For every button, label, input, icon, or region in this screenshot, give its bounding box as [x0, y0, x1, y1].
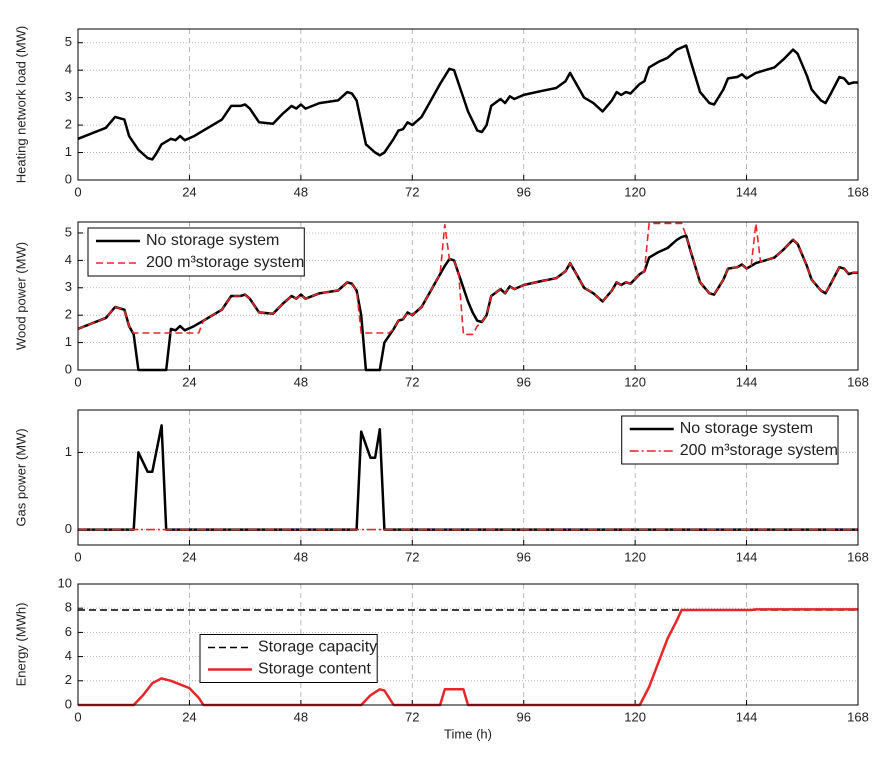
x-tick-label: 96	[516, 709, 530, 724]
legend: Storage capacity Storage content	[199, 634, 378, 683]
series-line	[77, 222, 858, 336]
y-tick-label: 0	[65, 696, 72, 711]
x-tick-label: 72	[405, 709, 419, 724]
panel: 0 24 48 72 96 120 144 168 0 1 2 3 4 5 Heating network …	[13, 26, 868, 200]
plot-frame	[77, 409, 859, 546]
y-tick-label: 1	[65, 444, 72, 459]
y-tick-label: 0	[65, 521, 72, 536]
y-tick-label: 10	[58, 575, 72, 590]
y-tick-label: 5	[65, 34, 72, 49]
x-tick-label: 48	[294, 549, 308, 564]
x-tick-label: 72	[405, 184, 419, 199]
x-tick-label: 0	[74, 374, 81, 389]
plot-frame	[77, 221, 859, 371]
y-axis-label: Heating network load (MW)	[13, 26, 28, 184]
y-axis-label: Wood power (MW)	[13, 242, 28, 350]
series-line	[78, 608, 858, 707]
x-tick-label: 168	[847, 549, 869, 564]
plot-frame	[77, 583, 859, 706]
legend-box	[621, 415, 839, 465]
legend-label: Storage content	[258, 661, 372, 678]
x-tick-label: 24	[182, 709, 196, 724]
panel: 0 24 48 72 96 120 144 168 0 1 Gas power (MW) No sto…	[13, 409, 869, 564]
panel: 0 24 48 72 96 120 144 168 0 1 2 3 4 5 Wood power (MW) N…	[13, 221, 869, 389]
x-tick-label: 96	[516, 184, 530, 199]
x-tick-label: 168	[847, 184, 869, 199]
y-tick-label: 3	[65, 279, 72, 294]
y-tick-label: 1	[65, 334, 72, 349]
y-tick-label: 1	[65, 144, 72, 159]
x-tick-label: 24	[182, 184, 196, 199]
plot-frame	[77, 28, 859, 181]
y-tick-label: 6	[65, 624, 72, 639]
x-tick-label: 144	[736, 709, 758, 724]
legend: No storage system 200 m³storage system	[621, 415, 839, 465]
x-tick-label: 0	[74, 184, 81, 199]
y-tick-label: 2	[65, 307, 72, 322]
y-tick-label: 4	[65, 62, 72, 77]
x-tick-label: 0	[74, 709, 81, 724]
x-tick-label: 120	[624, 374, 646, 389]
x-tick-label: 144	[736, 184, 758, 199]
y-tick-label: 8	[65, 600, 72, 615]
x-tick-label: 168	[847, 709, 869, 724]
x-tick-label: 120	[624, 549, 646, 564]
legend-label: No storage system	[146, 232, 279, 249]
x-axis-label: Time (h)	[444, 726, 492, 741]
y-tick-label: 0	[65, 171, 72, 186]
y-tick-label: 3	[65, 89, 72, 104]
x-tick-label: 96	[516, 549, 530, 564]
x-tick-label: 72	[405, 549, 419, 564]
y-tick-label: 2	[65, 672, 72, 687]
legend-label: 200 m³storage system	[146, 254, 304, 271]
y-tick-label: 5	[65, 224, 72, 239]
x-tick-label: 24	[182, 549, 196, 564]
legend-box	[199, 634, 378, 683]
y-axis-label: Energy (MWh)	[13, 603, 28, 687]
x-tick-label: 144	[736, 549, 758, 564]
x-tick-label: 120	[624, 184, 646, 199]
y-tick-label: 0	[65, 361, 72, 376]
x-tick-label: 120	[624, 709, 646, 724]
x-tick-label: 48	[294, 709, 308, 724]
x-tick-label: 0	[74, 549, 81, 564]
x-tick-label: 48	[294, 184, 308, 199]
x-tick-label: 168	[847, 374, 869, 389]
x-tick-label: 72	[405, 374, 419, 389]
x-tick-label: 144	[736, 374, 758, 389]
y-tick-label: 4	[65, 252, 72, 267]
x-tick-label: 96	[516, 374, 530, 389]
y-tick-label: 4	[65, 648, 72, 663]
legend-box	[87, 227, 305, 277]
legend-label: No storage system	[680, 420, 813, 437]
legend-label: 200 m³storage system	[680, 442, 838, 459]
legend-label: Storage capacity	[258, 639, 377, 656]
x-tick-label: 24	[182, 374, 196, 389]
x-tick-label: 48	[294, 374, 308, 389]
y-tick-label: 2	[65, 117, 72, 132]
y-axis-label: Gas power (MW)	[13, 428, 28, 526]
series-line	[77, 44, 858, 161]
legend: No storage system 200 m³storage system	[87, 227, 305, 277]
